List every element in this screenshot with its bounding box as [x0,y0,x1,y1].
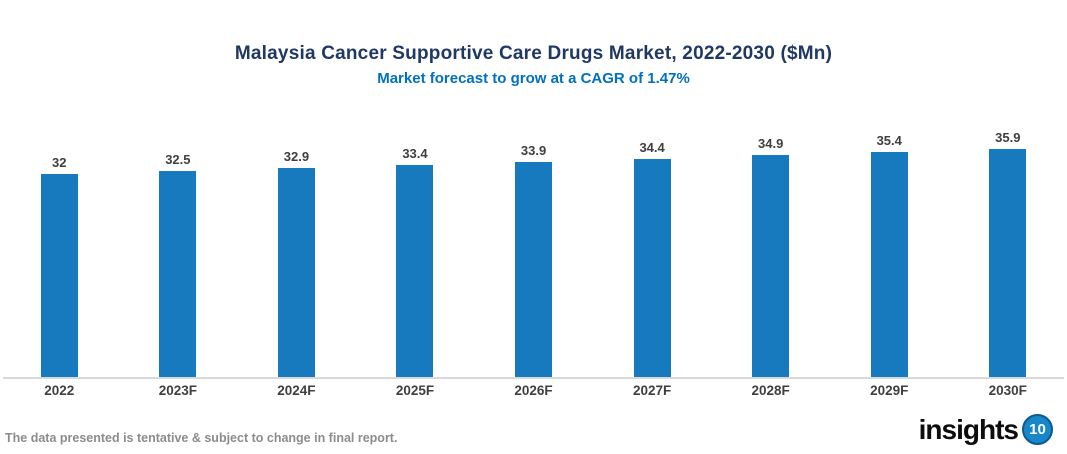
x-axis-label: 2024F [277,383,316,398]
bar-column: 35.9 [949,130,1067,377]
chart-title: Malaysia Cancer Supportive Care Drugs Ma… [234,43,833,64]
bar [277,168,315,377]
insights10-logo: insights 10 [919,414,1053,445]
bar-value-label: 32.9 [283,149,310,164]
x-axis-label: 2026F [514,383,553,398]
bar-column: 35.4 [830,133,949,377]
bars-row: 32 32.5 32.9 33.4 33.9 34.4 34.9 35.4 35.9 [0,130,1067,377]
bar [40,174,78,377]
bar-column: 32 [0,155,119,377]
bar-value-label: 33.9 [520,143,547,158]
x-axis-label: 2028F [751,383,790,398]
bar-value-label: 32 [52,155,67,170]
chart-subtitle: Market forecast to grow at a CAGR of 1.4… [377,70,690,87]
bar-column: 34.4 [593,140,712,377]
bar-column: 33.4 [356,146,475,377]
bar [515,162,553,377]
x-axis-labels: 2022 2023F 2024F 2025F 2026F 2027F 2028F 2029F 2… [0,383,1067,398]
bar [159,171,197,377]
x-axis-label: 2023F [158,383,197,398]
bar [870,152,908,377]
x-axis-label: 2025F [395,383,435,398]
x-axis-label: 2029F [870,383,909,398]
x-axis-label: 2022 [44,383,75,398]
logo-badge-circle: 10 [1022,414,1053,445]
bar-value-label: 33.4 [402,146,428,161]
x-axis-label: 2030F [988,383,1027,398]
bar-value-label: 32.5 [165,152,191,167]
bar-column: 32.5 [119,152,238,377]
bar-value-label: 34.9 [758,136,784,151]
x-axis-line [3,377,1064,379]
bar-column: 34.9 [711,136,830,377]
bar [396,165,434,377]
bar-value-label: 35.4 [876,133,902,148]
bar [752,155,790,377]
bar-value-label: 35.9 [995,130,1021,145]
disclaimer-note: The data presented is tentative & subjec… [5,431,398,445]
bar-value-label: 34.4 [639,140,665,155]
logo-number: 10 [1029,421,1046,438]
bar [633,159,671,377]
x-axis-label: 2027F [632,383,672,398]
bar-column: 32.9 [237,149,356,377]
logo-wordmark: insights [918,413,1019,445]
bar-column: 33.9 [474,143,593,377]
bar [989,149,1027,377]
